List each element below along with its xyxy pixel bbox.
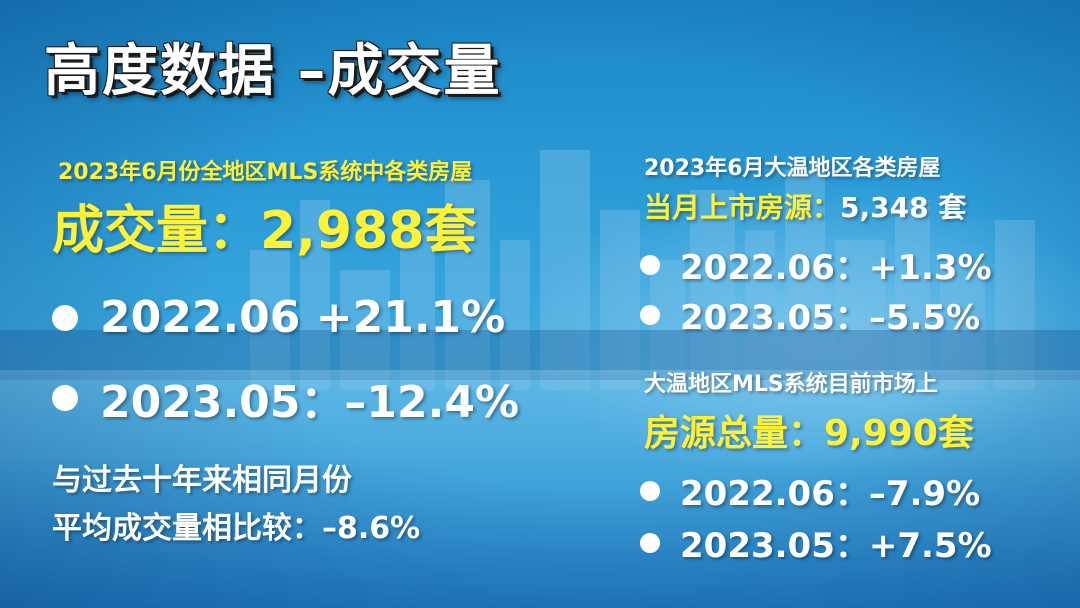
bullet-dot-icon [640,532,660,553]
bullet-dot-icon [640,254,660,275]
left-bullet-2: 2023.05：–12.4% [52,366,519,430]
right-top-bullet-1: 2022.06：+1.3% [640,240,992,289]
bullet-dot-icon [640,480,660,501]
left-bullet-1-label: 2022.06 +21.1% [100,292,506,343]
comparison-line-2: 平均成交量相比较：–8.6% [52,511,421,546]
right-top-bullet-2-label: 2023.05：–5.5% [680,298,981,338]
comparison-line-1: 与过去十年来相同月份 [52,463,352,498]
right-top-bullet-1-label: 2022.06：+1.3% [680,248,992,288]
bullet-dot-icon [52,304,78,331]
right-bottom-subtitle: 大温地区MLS系统目前市场上 [644,372,938,397]
water-reflection [0,370,1080,608]
right-bottom-bullet-2-label: 2023.05：+7.5% [680,526,992,566]
left-headline: 成交量：2,988套 [52,201,477,261]
left-bullet-1: 2022.06 +21.1% [52,292,505,343]
right-top-headline-value: 5,348 套 [840,191,967,224]
right-top-headline: 当月上市房源：5,348 套 [644,186,966,226]
right-bottom-bullet-2: 2023.05：+7.5% [640,518,992,567]
page-title: 高度数据 –成交量 [44,39,502,104]
right-top-headline-label: 当月上市房源： [644,191,841,224]
background-glow [520,180,1080,480]
right-bottom-bullet-1: 2022.06：–7.9% [640,466,980,515]
right-top-subtitle: 2023年6月大温地区各类房屋 [644,156,941,181]
left-bullet-2-label: 2023.05：–12.4% [100,377,520,428]
right-bottom-bullet-1-label: 2022.06：–7.9% [680,474,981,514]
right-top-bullet-2: 2023.05：–5.5% [640,290,980,339]
right-bottom-headline: 房源总量：9,990套 [644,413,974,454]
left-subtitle: 2023年6月份全地区MLS系统中各类房屋 [58,160,473,185]
bullet-dot-icon [52,385,78,411]
bullet-dot-icon [640,304,660,325]
